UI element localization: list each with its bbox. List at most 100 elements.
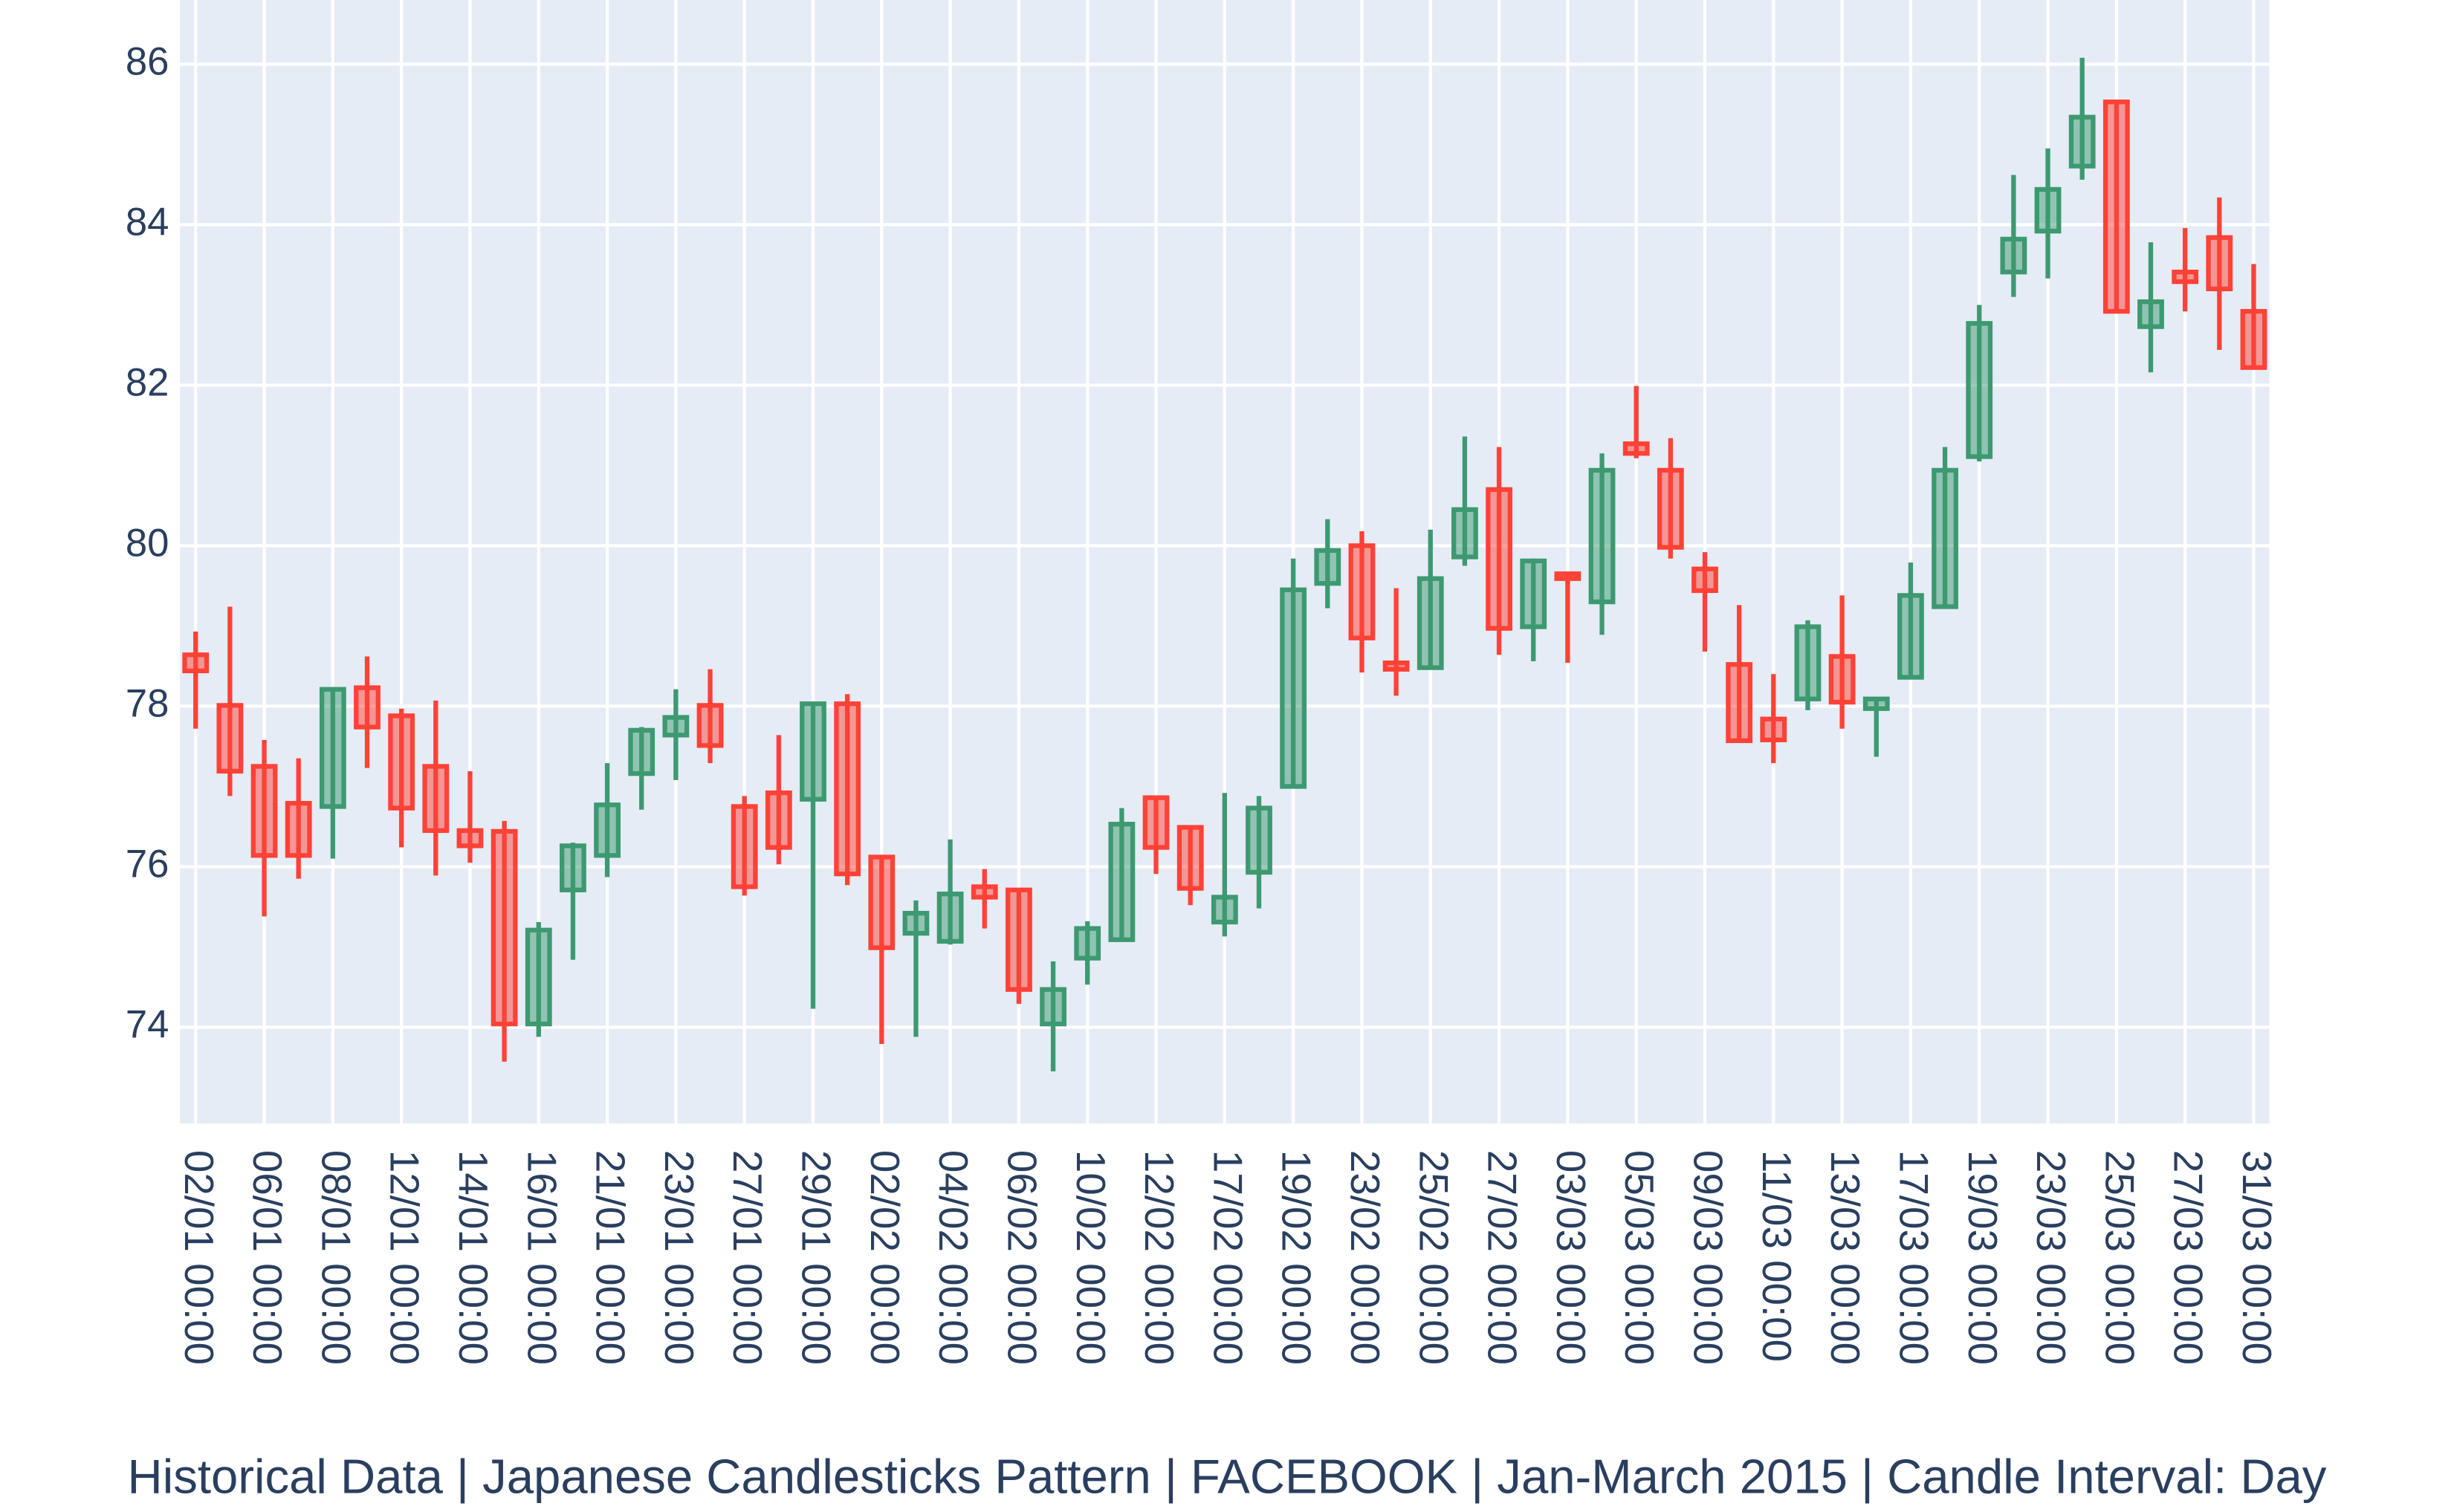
- candle-body: [902, 910, 930, 936]
- y-tick-label: 76: [126, 842, 169, 886]
- candle-body: [834, 701, 861, 877]
- x-tick-label: 12/02 00:00: [1136, 1150, 1182, 1365]
- candle-body: [1382, 660, 1410, 672]
- candle-body: [2034, 186, 2062, 234]
- candle-body: [1142, 795, 1170, 850]
- candle-body: [1108, 822, 1136, 942]
- candle-body: [1760, 716, 1787, 742]
- candle-body: [800, 701, 826, 802]
- x-tick-label: 13/03 00:00: [1822, 1150, 1868, 1365]
- x-tick-label: 25/02 00:00: [1411, 1150, 1457, 1365]
- x-tick-label: 09/03 00:00: [1686, 1150, 1732, 1365]
- candle-body: [1657, 467, 1684, 550]
- candle-body: [765, 790, 792, 850]
- candle-body: [1280, 587, 1307, 789]
- candle-body: [491, 828, 518, 1027]
- candle-body: [2137, 299, 2164, 329]
- x-tick-label: 12/01 00:00: [382, 1150, 428, 1365]
- candle-body: [560, 843, 586, 892]
- candle-body: [2068, 114, 2096, 169]
- candle-body: [1451, 507, 1478, 559]
- candle-body: [1006, 887, 1032, 992]
- x-tick-label: 06/01 00:00: [245, 1150, 291, 1365]
- x-tick-label: 14/01 00:00: [450, 1150, 496, 1365]
- candle-body: [1074, 926, 1101, 961]
- candles: [182, 57, 2267, 1071]
- x-tick-label: 23/01 00:00: [656, 1150, 702, 1365]
- candle-body: [525, 927, 552, 1027]
- candle-body: [1794, 624, 1822, 701]
- x-tick-label: 17/03 00:00: [1891, 1150, 1937, 1365]
- candle-body: [1246, 805, 1272, 875]
- candle-body: [868, 854, 896, 950]
- candle-body: [2206, 235, 2233, 291]
- x-tick-label: 31/03 00:00: [2234, 1150, 2280, 1365]
- candle-body: [2240, 308, 2267, 370]
- candle-body: [2000, 236, 2027, 275]
- x-tick-label: 03/03 00:00: [1548, 1150, 1594, 1365]
- x-tick-label: 25/03 00:00: [2097, 1150, 2143, 1365]
- y-tick-label: 86: [126, 39, 169, 83]
- candle-body: [388, 713, 415, 811]
- candle-body: [250, 764, 278, 858]
- x-tick-label: 05/03 00:00: [1616, 1150, 1663, 1365]
- candle-body: [971, 884, 998, 900]
- candle-body: [1211, 895, 1238, 925]
- candle-body: [594, 802, 621, 858]
- x-tick-label: 27/02 00:00: [1480, 1150, 1526, 1365]
- x-tick-label: 02/02 00:00: [862, 1150, 908, 1365]
- y-tick-label: 74: [126, 1002, 169, 1046]
- x-tick-label: 19/02 00:00: [1274, 1150, 1320, 1365]
- candle-body: [2102, 100, 2130, 314]
- x-tick-label: 04/02 00:00: [930, 1150, 977, 1365]
- x-tick-label: 29/01 00:00: [794, 1150, 840, 1365]
- candle-body: [1726, 662, 1753, 744]
- candle-body: [182, 652, 210, 674]
- x-tick-label: 17/02 00:00: [1205, 1150, 1251, 1365]
- candle-body: [1176, 825, 1204, 891]
- candle-body: [662, 715, 690, 738]
- candle-body: [1897, 593, 1924, 680]
- candle-body: [1348, 543, 1376, 640]
- candle-body: [731, 804, 758, 889]
- candle-body: [936, 892, 964, 944]
- x-tick-label: 06/02 00:00: [999, 1150, 1045, 1365]
- chart-title: Historical Data | Japanese Candlesticks …: [128, 1449, 2327, 1503]
- candle-body: [285, 800, 312, 858]
- candle-body: [456, 828, 484, 849]
- y-tick-label: 82: [126, 360, 169, 404]
- x-tick-label: 02/01 00:00: [176, 1150, 222, 1365]
- candle-body: [1554, 571, 1581, 581]
- candle-body: [1828, 654, 1856, 705]
- y-tick-label: 78: [126, 681, 169, 725]
- x-tick-label: 27/03 00:00: [2166, 1150, 2212, 1365]
- candle-body: [628, 727, 655, 776]
- x-tick-label: 23/02 00:00: [1342, 1150, 1388, 1365]
- candle-body: [1588, 467, 1616, 605]
- x-tick-label: 10/02 00:00: [1068, 1150, 1114, 1365]
- candle-body: [1417, 576, 1444, 670]
- x-tick-label: 23/03 00:00: [2028, 1150, 2074, 1365]
- candle-body: [354, 685, 381, 730]
- y-tick-label: 80: [126, 521, 169, 565]
- candle-body: [319, 687, 346, 809]
- x-tick-label: 08/01 00:00: [313, 1150, 359, 1365]
- candle-body: [1486, 487, 1512, 631]
- x-tick-label: 21/01 00:00: [588, 1150, 634, 1365]
- candle-body: [216, 703, 244, 774]
- candle-body: [2172, 269, 2199, 285]
- x-tick-label: 19/03 00:00: [1960, 1150, 2006, 1365]
- x-tick-label: 27/01 00:00: [725, 1150, 771, 1365]
- candle-body: [696, 703, 724, 748]
- candle-body: [1862, 696, 1890, 711]
- x-tick-label: 11/03 00:00: [1754, 1150, 1800, 1362]
- candle-body: [1314, 548, 1341, 586]
- candle-body: [1520, 558, 1547, 629]
- candle-body: [1622, 441, 1650, 456]
- axis-labels: 74 76 78 80 82 84 86 02/01 00:00 06/01 00:00 08/0…: [126, 39, 2280, 1365]
- candle-body: [1932, 467, 1958, 609]
- candle-body: [422, 764, 450, 834]
- candle-body: [1691, 566, 1718, 594]
